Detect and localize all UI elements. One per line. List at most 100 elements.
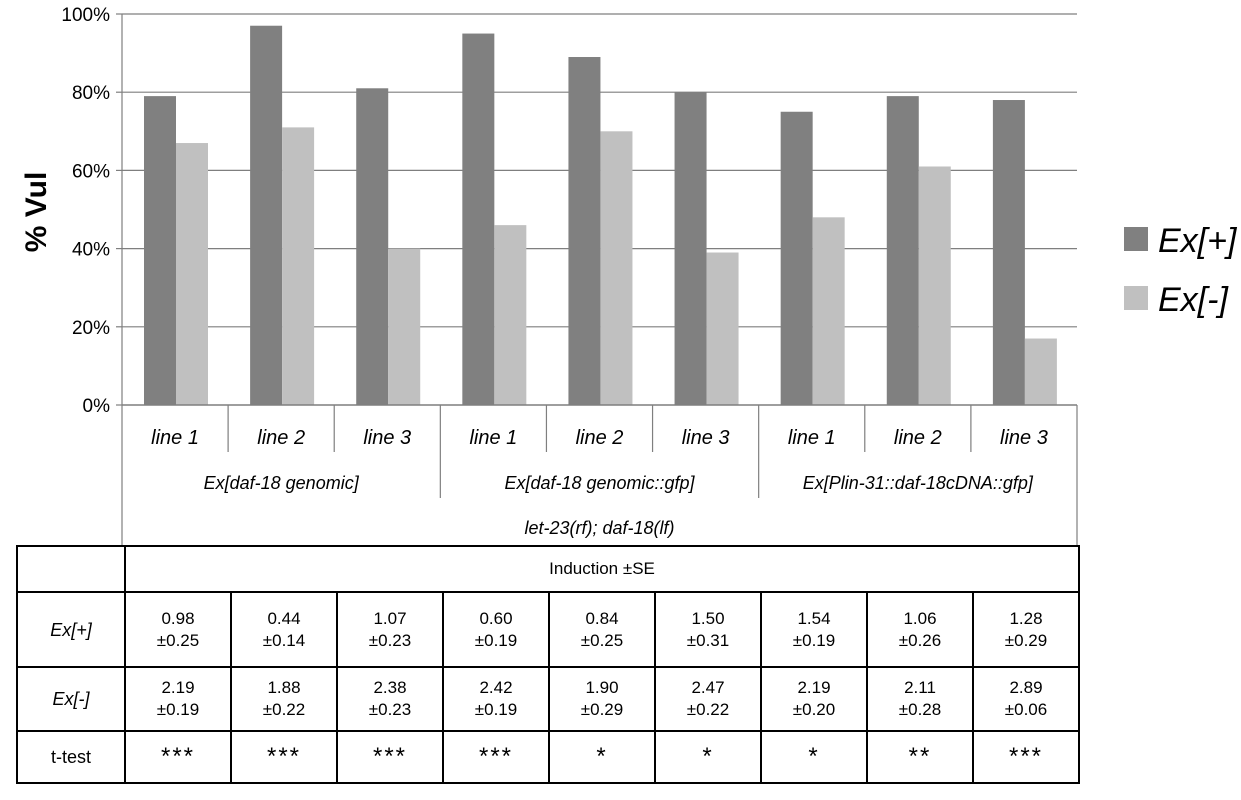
y-tick-label: 60% — [72, 161, 110, 182]
significance-cell: *** — [124, 730, 232, 784]
x-tick-label: line 1 — [788, 427, 836, 449]
cell-value: ±0.29 — [580, 700, 624, 719]
group-label: Ex[Plin-31::daf-18cDNA::gfp] — [803, 473, 1034, 493]
significance-stars: * — [808, 743, 820, 770]
cell-value: ±0.06 — [1004, 700, 1048, 719]
value-cell: 1.90 ±0.29 — [548, 666, 656, 732]
y-tick-label: 0% — [83, 396, 111, 417]
bar-chart: 0% 20% 40% 60% 80% 100% line 1 line 2 line 3 line… — [20, 5, 1238, 545]
cell-value: ±0.29 — [1004, 630, 1048, 650]
significance-stars: ** — [908, 743, 932, 770]
legend-swatch — [1124, 227, 1148, 251]
value-cell: 0.44 ±0.14 — [230, 591, 338, 668]
value-cell: 1.28 ±0.29 — [971, 591, 1081, 668]
cell-value: ±0.25 — [156, 630, 200, 650]
cell-value: 1.90 — [585, 678, 619, 697]
bar-ex-minus-3 — [388, 248, 421, 405]
y-axis-title: % Vul — [20, 172, 53, 253]
value-cell: 2.11 ±0.28 — [866, 666, 974, 732]
value-cell: 1.50 ±0.31 — [654, 591, 762, 668]
table-header: Induction ±SE — [123, 545, 1081, 593]
x-tick-label: line 2 — [894, 427, 942, 449]
cell-value: ±0.22 — [686, 700, 730, 719]
value-cell: 1.06 ±0.26 — [866, 591, 974, 668]
cell-value: 0.44 — [267, 608, 301, 628]
value-cell: 2.89 ±0.06 — [971, 666, 1081, 732]
bar-ex-minus-5 — [600, 131, 633, 406]
y-tick-label: 20% — [72, 318, 110, 339]
legend-label: Ex[-] — [1158, 281, 1229, 319]
significance-stars: *** — [266, 743, 302, 770]
bar-ex-plus-1 — [144, 96, 176, 406]
value-cell: 1.88 ±0.22 — [230, 666, 338, 732]
significance-stars: *** — [478, 743, 514, 770]
bar-ex-minus-7 — [812, 217, 845, 405]
y-tick-label: 40% — [72, 240, 110, 261]
cell-value: ±0.22 — [262, 700, 306, 719]
bar-ex-minus-8 — [918, 166, 951, 405]
significance-cell: ** — [866, 730, 974, 784]
significance-cell: *** — [230, 730, 338, 784]
legend-label: Ex[+] — [1158, 222, 1238, 260]
y-tick-label: 80% — [72, 83, 110, 104]
bar-ex-plus-5 — [568, 57, 601, 405]
table-row: Ex[-] 2.19 ±0.19 1.88 ±0.22 2.38 ±0.23 2.42 ±0.1… — [16, 666, 1081, 732]
bar-ex-minus-1 — [176, 143, 208, 405]
bar-ex-minus-9 — [1024, 338, 1057, 405]
significance-stars: *** — [1008, 743, 1044, 770]
value-cell: 2.38 ±0.23 — [336, 666, 444, 732]
significance-stars: *** — [160, 743, 196, 770]
bar-ex-plus-8 — [886, 96, 919, 406]
cell-value: 1.28 — [1009, 608, 1043, 628]
cell-value: 0.98 — [161, 608, 195, 628]
cell-value: 1.50 — [691, 608, 725, 628]
bar-ex-minus-6 — [706, 252, 739, 405]
bar-ex-plus-7 — [780, 111, 813, 405]
cell-value: ±0.19 — [792, 630, 836, 650]
significance-cell: * — [760, 730, 868, 784]
significance-cell: *** — [336, 730, 444, 784]
table-row: Ex[+] 0.98 ±0.25 0.44 ±0.14 1.07 ±0.23 0.60 ±0.1… — [16, 591, 1081, 668]
cell-value: 1.07 — [373, 608, 407, 628]
value-cell: 2.42 ±0.19 — [442, 666, 550, 732]
x-tick-label: line 2 — [576, 427, 624, 449]
row-label: Ex[-] — [16, 666, 126, 732]
cell-value: 0.60 — [479, 608, 513, 628]
value-cell: 1.07 ±0.23 — [336, 591, 444, 668]
value-cell: 0.98 ±0.25 — [124, 591, 232, 668]
bar-ex-plus-4 — [462, 33, 495, 406]
cell-value: 1.54 — [797, 608, 831, 628]
value-cell: 0.60 ±0.19 — [442, 591, 550, 668]
row-label: Ex[+] — [16, 591, 126, 668]
significance-cell: * — [654, 730, 762, 784]
significance-stars: * — [702, 743, 714, 770]
induction-table: Induction ±SE Ex[+] 0.98 ±0.25 0.44 ±0.14 1.07… — [16, 545, 1081, 784]
cell-value: 2.42 — [479, 678, 513, 697]
bar-ex-plus-2 — [250, 25, 283, 405]
x-tick-label: line 2 — [257, 427, 305, 449]
axes — [116, 13, 1078, 545]
cell-value: 1.06 — [903, 608, 937, 628]
value-cell: 0.84 ±0.25 — [548, 591, 656, 668]
significance-cell: * — [548, 730, 656, 784]
legend: Ex[+] Ex[-] — [1124, 222, 1238, 319]
cell-value: ±0.26 — [898, 630, 942, 650]
significance-cell: *** — [442, 730, 550, 784]
cell-value: ±0.19 — [474, 700, 518, 719]
cell-value: ±0.14 — [262, 630, 306, 650]
value-cell: 2.19 ±0.19 — [124, 666, 232, 732]
cell-value: 1.88 — [267, 678, 301, 697]
x-tick-label: line 3 — [1000, 427, 1048, 449]
cell-value: ±0.31 — [686, 630, 730, 650]
supergroup-label: let-23(rf); daf-18(lf) — [524, 518, 674, 538]
table-row: t-test *** *** *** *** * * * ** *** — [16, 730, 1081, 784]
x-tick-label: line 1 — [469, 427, 517, 449]
cell-value: 0.84 — [585, 608, 619, 628]
significance-stars: * — [596, 743, 608, 770]
cell-value: 2.89 — [1009, 678, 1043, 697]
bar-ex-plus-3 — [356, 88, 389, 405]
significance-stars: *** — [372, 743, 408, 770]
cell-value: 2.19 — [161, 678, 195, 697]
table-corner — [16, 545, 126, 593]
cell-value: ±0.20 — [792, 700, 836, 719]
